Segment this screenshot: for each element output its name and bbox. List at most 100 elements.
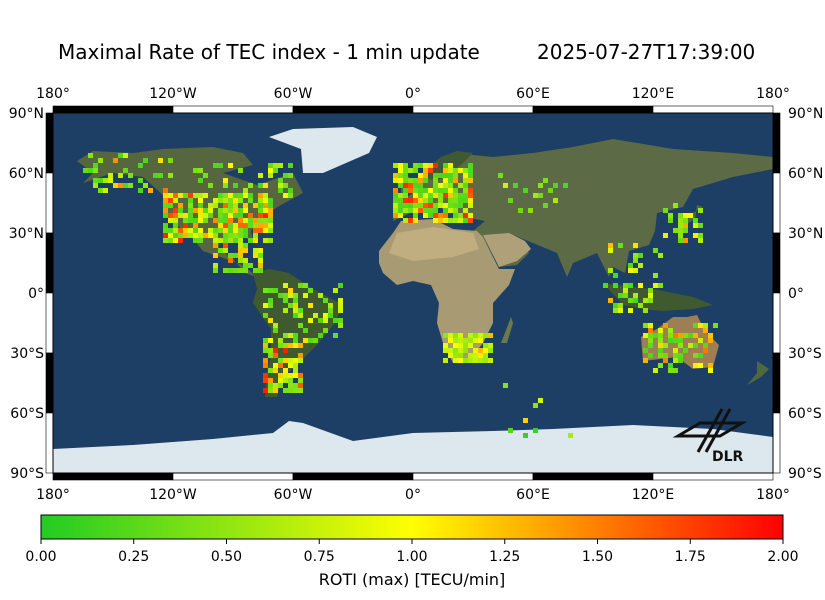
- roti-point: [253, 253, 258, 258]
- roti-point: [688, 333, 693, 338]
- roti-point: [403, 173, 408, 178]
- roti-point: [443, 173, 448, 178]
- roti-point: [103, 188, 108, 193]
- roti-point: [273, 363, 278, 368]
- roti-point: [253, 223, 258, 228]
- roti-point: [318, 333, 323, 338]
- roti-point: [673, 353, 678, 358]
- lon-tick-label-top: 0°: [405, 86, 421, 102]
- lat-tick-label-right: 60°S: [788, 406, 822, 422]
- roti-point: [263, 223, 268, 228]
- land-japan: [673, 205, 703, 231]
- roti-point: [163, 233, 168, 238]
- roti-point: [458, 338, 463, 343]
- roti-point: [93, 178, 98, 183]
- roti-point: [338, 318, 343, 323]
- roti-point: [228, 193, 233, 198]
- roti-point: [668, 368, 673, 373]
- roti-point: [628, 283, 633, 288]
- lon-tick-label-bottom: 180°: [36, 487, 70, 503]
- roti-point: [258, 208, 263, 213]
- roti-point: [653, 333, 658, 338]
- roti-point: [418, 183, 423, 188]
- roti-point: [173, 213, 178, 218]
- lat-tick-label-right: 30°S: [788, 346, 822, 362]
- lon-tick-label-bottom: 60°W: [274, 487, 313, 503]
- roti-point: [483, 343, 488, 348]
- roti-point: [263, 213, 268, 218]
- latitude-ticks-right: 90°N 60°N 30°N 0° 30°S 60°S 90°S: [788, 106, 823, 482]
- roti-point: [448, 338, 453, 343]
- roti-point: [258, 258, 263, 263]
- roti-point: [293, 298, 298, 303]
- roti-point: [278, 383, 283, 388]
- roti-point: [423, 193, 428, 198]
- roti-point: [263, 218, 268, 223]
- roti-point: [188, 233, 193, 238]
- roti-point: [483, 348, 488, 353]
- lon-tick-label-top: 180°: [36, 86, 70, 102]
- roti-point: [693, 353, 698, 358]
- roti-point: [638, 253, 643, 258]
- roti-point: [693, 223, 698, 228]
- roti-point: [283, 348, 288, 353]
- roti-point: [478, 333, 483, 338]
- roti-point: [463, 168, 468, 173]
- roti-point: [163, 228, 168, 233]
- roti-point: [263, 288, 268, 293]
- roti-point: [98, 178, 103, 183]
- frame-segment: [412, 472, 534, 481]
- roti-point: [658, 348, 663, 353]
- roti-point: [488, 333, 493, 338]
- roti-point: [263, 373, 268, 378]
- roti-point: [328, 303, 333, 308]
- roti-point: [213, 198, 218, 203]
- roti-point: [268, 163, 273, 168]
- roti-point: [468, 353, 473, 358]
- lon-tick-label-top: 120°W: [149, 86, 197, 102]
- roti-point: [113, 158, 118, 163]
- roti-point: [658, 328, 663, 333]
- roti-point: [633, 268, 638, 273]
- lat-tick-label-left: 90°N: [9, 106, 44, 122]
- frame-segment: [45, 232, 54, 294]
- roti-point: [93, 163, 98, 168]
- roti-point: [178, 208, 183, 213]
- roti-point: [168, 173, 173, 178]
- roti-point: [223, 208, 228, 213]
- roti-point: [218, 193, 223, 198]
- dlr-logo: DLR: [672, 408, 748, 465]
- roti-point: [338, 323, 343, 328]
- roti-point: [298, 383, 303, 388]
- roti-point: [473, 358, 478, 363]
- frame-segment: [772, 412, 781, 474]
- lat-tick-label-right: 0°: [788, 286, 804, 302]
- roti-point: [238, 233, 243, 238]
- roti-point: [283, 173, 288, 178]
- roti-point: [283, 183, 288, 188]
- roti-point: [198, 238, 203, 243]
- roti-point: [198, 193, 203, 198]
- roti-point: [218, 213, 223, 218]
- roti-point: [658, 283, 663, 288]
- roti-point: [213, 203, 218, 208]
- roti-point: [178, 228, 183, 233]
- frame-segment: [652, 472, 774, 481]
- roti-point: [263, 203, 268, 208]
- roti-point: [193, 228, 198, 233]
- roti-point: [413, 208, 418, 213]
- roti-point: [283, 358, 288, 363]
- roti-point: [648, 333, 653, 338]
- roti-point: [223, 178, 228, 183]
- land-new-zealand: [747, 361, 769, 385]
- roti-point: [218, 198, 223, 203]
- roti-point: [173, 198, 178, 203]
- roti-point: [263, 358, 268, 363]
- roti-point: [708, 333, 713, 338]
- roti-point: [628, 298, 633, 303]
- land-indonesia: [603, 283, 713, 311]
- roti-point: [228, 258, 233, 263]
- roti-point: [268, 173, 273, 178]
- roti-point: [518, 208, 523, 213]
- roti-point: [418, 203, 423, 208]
